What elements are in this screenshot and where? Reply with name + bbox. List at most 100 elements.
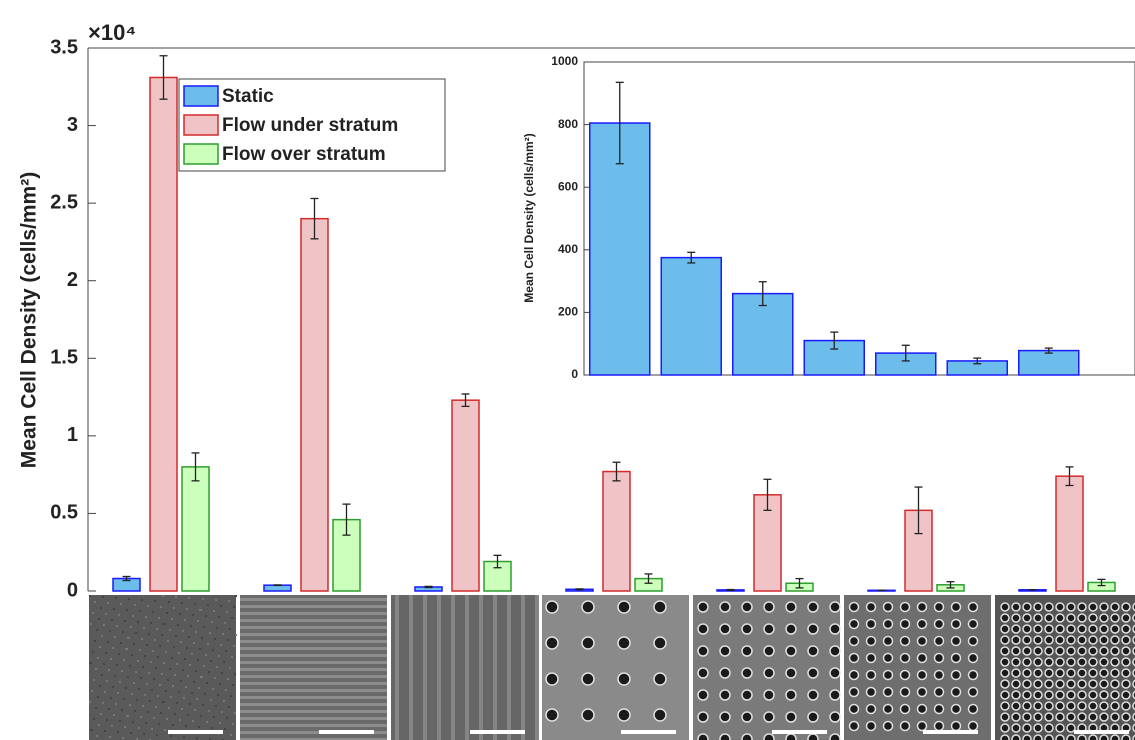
sem-pore [1056,702,1064,710]
sem-noise [220,605,222,607]
sem-pore [935,637,944,646]
sem-noise [119,681,121,683]
sem-noise [159,684,161,686]
sem-line [240,703,387,706]
sem-noise [180,641,182,643]
sem-noise [141,599,143,601]
sem-pore [1122,680,1130,688]
bar [1056,476,1083,591]
sem-noise [117,731,119,733]
sem-pore [786,734,796,740]
sem-pore [850,722,859,731]
sem-pore [786,668,796,678]
sem-noise [199,648,201,650]
y-tick-label: 1 [67,424,78,446]
scale-bar [1074,730,1129,734]
sem-noise [175,596,177,598]
scale-bar [923,730,978,734]
sem-pore [969,654,978,663]
sem-noise [156,734,158,736]
sem-noise [168,707,170,709]
sem-line [240,682,387,685]
sem-noise [187,714,189,716]
sem-pore [582,673,594,685]
sem-noise [173,646,175,648]
sem-pore [618,637,630,649]
sem-noise [233,645,235,647]
sem-noise [203,626,205,628]
sem-noise [161,634,163,636]
sem-ridge [507,595,511,740]
sem-pore [884,620,893,629]
sem-noise [167,679,169,681]
sem-pore [935,705,944,714]
sem-noise [214,638,216,640]
sem-noise [90,623,92,625]
sem-pore [969,603,978,612]
sem-pore [1067,691,1075,699]
sem-pore [1045,603,1053,611]
sem-pore [867,688,876,697]
sem-noise [121,709,123,711]
sem-noise [205,615,207,617]
sem-noise [235,634,237,636]
sem-pore [698,712,708,722]
sem-pore [1012,702,1020,710]
sem-pore [720,712,730,722]
sem-pore [1111,658,1119,666]
sem-noise [99,646,101,648]
sem-noise [122,631,124,633]
sem-pore [1023,625,1031,633]
sem-noise [182,669,184,671]
sem-pore [884,705,893,714]
sem-pore [1001,713,1009,721]
axis-exponent: ×10⁴ [88,20,136,45]
sem-line [240,661,387,664]
sem-pore [830,646,840,656]
sem-noise [90,729,92,731]
sem-noise [162,701,164,703]
sem-noise [145,616,147,618]
sem-pore [1122,735,1130,740]
sem-noise [174,713,176,715]
sem-pore [901,603,910,612]
sem-pore [884,637,893,646]
sem-noise [210,660,212,662]
sem-pore [1100,713,1108,721]
sem-noise [171,618,173,620]
sem-pore [1111,713,1119,721]
sem-noise [207,643,209,645]
sem-noise [202,704,204,706]
sem-noise [133,643,135,645]
sem-pore [1034,658,1042,666]
sem-noise [130,732,132,734]
sem-noise [198,687,200,689]
sem-pore [1056,669,1064,677]
y-axis-label: Mean Cell Density (cells/mm²) [18,172,41,468]
sem-noise [132,721,134,723]
sem-pore [1012,669,1020,677]
sem-pore [764,712,774,722]
sem-pore [1089,614,1097,622]
sem-pore [1089,680,1097,688]
sem-pore [1012,680,1020,688]
sem-pore [830,690,840,700]
sem-pore [969,671,978,680]
sem-pore [830,624,840,634]
sem-pore [764,734,774,740]
sem-noise [127,676,129,678]
sem-noise [95,668,97,670]
sem-noise [150,622,152,624]
sem-noise [184,658,186,660]
sem-noise [215,705,217,707]
sem-noise [123,698,125,700]
sem-pore [830,668,840,678]
y-tick-label: 0 [571,367,578,381]
sem-noise [116,625,118,627]
sem-pore [901,620,910,629]
sem-pore [867,654,876,663]
sem-noise [181,602,183,604]
sem-pore [582,709,594,721]
sem-noise [98,618,100,620]
scale-bar [772,730,827,734]
